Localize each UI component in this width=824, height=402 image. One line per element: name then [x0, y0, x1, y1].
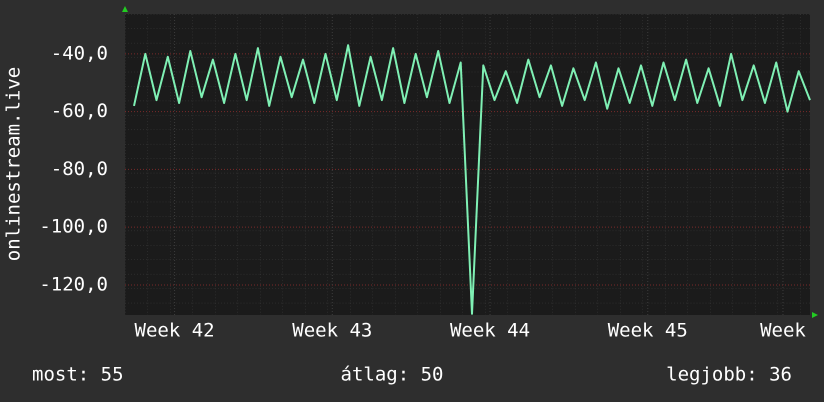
y-axis-label: onlinestream.live [3, 67, 25, 261]
x-tick-label: Week [760, 320, 806, 342]
footer-current: most: 55 [32, 364, 124, 386]
x-tick-label: Week 45 [608, 320, 688, 342]
y-tick-label: -60,0 [51, 100, 108, 122]
y-tick-label: -80,0 [51, 158, 108, 180]
axis-arrow [812, 312, 818, 318]
footer-max: legjobb: 36 [666, 364, 792, 386]
minor-grid [125, 14, 810, 315]
y-tick-label: -40,0 [51, 42, 108, 64]
data-line [133, 44, 811, 315]
x-tick-label: Week 43 [292, 320, 372, 342]
x-tick-label: Week 44 [450, 320, 530, 342]
x-tick-label: Week 42 [135, 320, 215, 342]
y-tick-label: -100,0 [39, 216, 108, 238]
footer-average: átlag: 50 [341, 364, 444, 386]
y-tick-label: -120,0 [39, 273, 108, 295]
axis-arrow [122, 6, 128, 12]
